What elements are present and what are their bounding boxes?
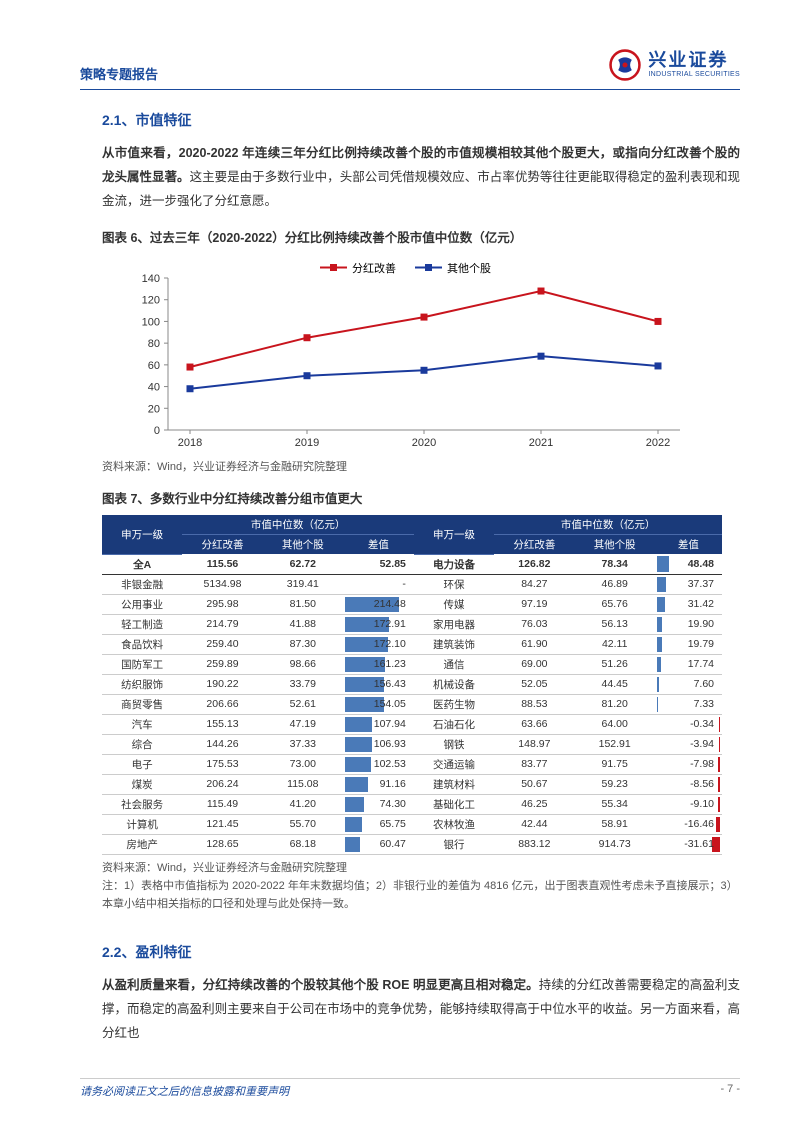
- logo-cn: 兴业证券: [648, 51, 740, 71]
- section-22-p1: 从盈利质量来看，分红持续改善的个股较其他个股 ROE 明显更高且相对稳定。持续的…: [102, 974, 740, 1045]
- svg-text:其他个股: 其他个股: [447, 262, 491, 275]
- svg-text:60: 60: [148, 360, 160, 372]
- fig7-title: 图表 7、多数行业中分红持续改善分组市值更大: [102, 488, 740, 507]
- svg-text:2019: 2019: [295, 437, 319, 449]
- svg-text:分红改善: 分红改善: [352, 261, 396, 275]
- fig7-source: 资料来源：Wind，兴业证券经济与金融研究院整理: [102, 859, 740, 875]
- svg-text:80: 80: [148, 338, 160, 350]
- svg-text:100: 100: [142, 317, 160, 329]
- fig6-chart: 0 20 40 60 80 100 120 140 2018 2019 2020 2021 2022 分红…: [130, 254, 690, 454]
- svg-text:2021: 2021: [529, 437, 553, 449]
- svg-text:140: 140: [142, 273, 160, 285]
- page-number: - 7 -: [720, 1083, 740, 1099]
- section-22-title: 2.2、盈利特征: [102, 942, 740, 962]
- svg-text:2018: 2018: [178, 437, 202, 449]
- svg-text:120: 120: [142, 295, 160, 307]
- footer-disclaimer: 请务必阅读正文之后的信息披露和重要声明: [80, 1083, 289, 1099]
- section-21-title: 2.1、市值特征: [102, 110, 740, 130]
- logo: 兴业证券 INDUSTRIAL SECURITIES: [608, 48, 740, 82]
- svg-text:40: 40: [148, 382, 160, 394]
- fig7-note: 注：1）表格中市值指标为 2020-2022 年年末数据均值；2）非银行业的差值…: [102, 877, 740, 914]
- svg-text:2020: 2020: [412, 437, 436, 449]
- section-21-p1: 从市值来看，2020-2022 年连续三年分红比例持续改善个股的市值规模相较其他…: [102, 142, 740, 213]
- doc-category: 策略专题报告: [80, 48, 158, 83]
- svg-text:20: 20: [148, 404, 160, 416]
- fig7-table: 申万一级市值中位数（亿元）申万一级市值中位数（亿元）分红改善其他个股差值分红改善…: [102, 515, 722, 855]
- logo-mark: [608, 48, 642, 82]
- svg-text:0: 0: [154, 425, 160, 437]
- svg-text:2022: 2022: [646, 437, 670, 449]
- fig6-source: 资料来源：Wind，兴业证券经济与金融研究院整理: [102, 458, 740, 474]
- logo-en: INDUSTRIAL SECURITIES: [648, 71, 740, 79]
- fig6-title: 图表 6、过去三年（2020-2022）分红比例持续改善个股市值中位数（亿元）: [102, 227, 740, 246]
